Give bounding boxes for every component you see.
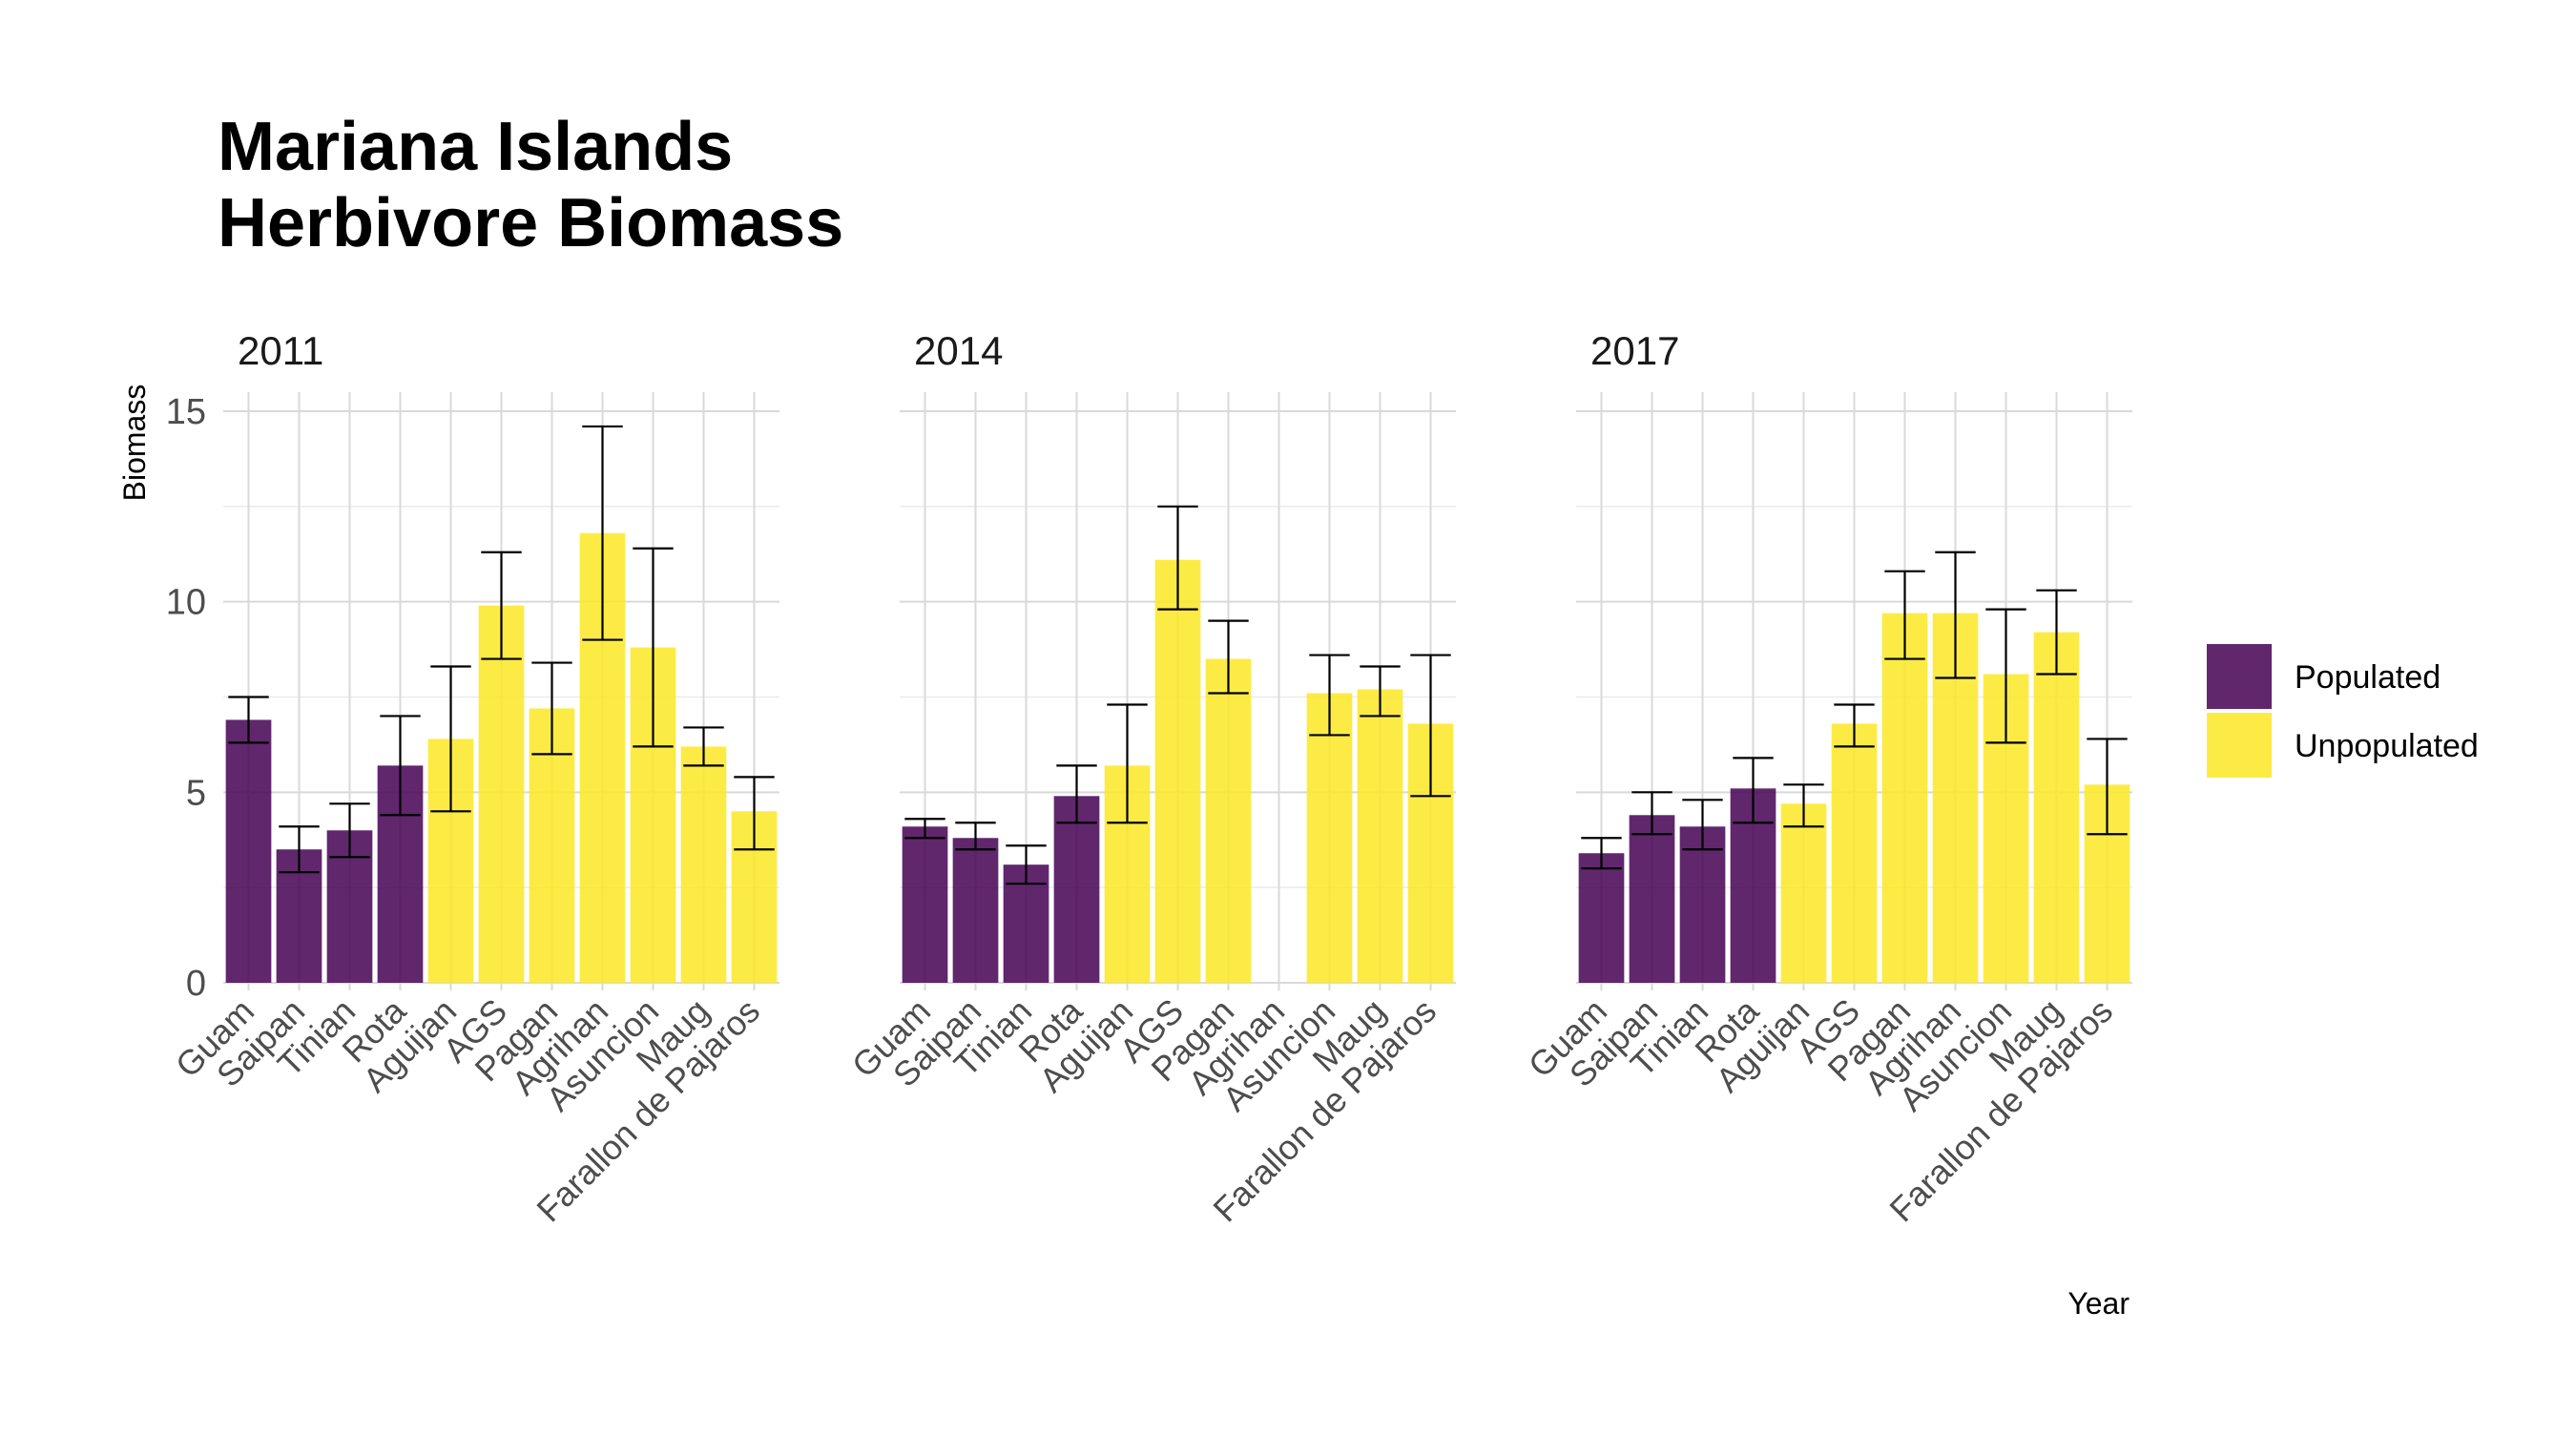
error-bar	[481, 551, 522, 660]
y-tick-label: 5	[186, 773, 206, 813]
bar	[2033, 632, 2080, 983]
error-bar	[955, 822, 996, 851]
facet-label: 2014	[914, 328, 1003, 373]
bars	[225, 532, 778, 983]
legend-label: Unpopulated	[2295, 728, 2479, 764]
error-bar	[1682, 799, 1723, 851]
facet-label: 2011	[238, 328, 323, 373]
bar	[680, 746, 727, 983]
error-bar	[1107, 703, 1148, 824]
error-bar	[279, 825, 320, 874]
legend-label: Populated	[2295, 659, 2441, 696]
bar	[952, 838, 999, 983]
error-bar	[582, 425, 623, 641]
error-bar	[1581, 837, 1622, 870]
error-bar	[2036, 589, 2077, 676]
error-bar	[1884, 570, 1925, 660]
error-bars	[904, 505, 1451, 885]
error-bar	[1208, 619, 1249, 695]
bar	[1053, 796, 1100, 983]
bar	[1831, 723, 1878, 983]
error-bar	[1733, 757, 1774, 824]
error-bar	[329, 802, 370, 859]
bar	[1306, 693, 1353, 983]
legend-item: Populated	[2207, 644, 2441, 709]
facet-panel-2014: 2014GuamSaipanTinianRotaAguijanAGSPaganA…	[844, 328, 1456, 1229]
legend: Populated Unpopulated	[2207, 644, 2479, 778]
bar	[902, 826, 948, 983]
error-bar	[683, 726, 724, 767]
bar	[1357, 689, 1403, 983]
error-bar	[1006, 844, 1047, 885]
y-tick-label: 0	[186, 964, 206, 1004]
error-bar	[1056, 764, 1097, 824]
error-bar	[1410, 654, 1451, 798]
error-bar	[380, 715, 421, 817]
bar	[1881, 613, 1928, 983]
error-bar	[1985, 608, 2026, 744]
error-bars	[228, 425, 775, 874]
bars	[902, 559, 1454, 983]
error-bar	[430, 665, 471, 813]
bar	[1679, 826, 1726, 983]
error-bars	[1581, 551, 2128, 870]
y-tick-label: 10	[166, 583, 206, 623]
facet-label: 2017	[1590, 328, 1679, 373]
error-bar	[1309, 654, 1350, 737]
facet-panels: 2011051015GuamSaipanTinianRotaAguijanAGS…	[166, 328, 2132, 1229]
legend-swatch	[2207, 713, 2272, 778]
facet-panel-2017: 2017GuamSaipanTinianRotaAguijanAGSPaganA…	[1521, 328, 2132, 1229]
facet-panel-2011: 2011051015GuamSaipanTinianRotaAguijanAGS…	[166, 328, 779, 1229]
error-bar	[1783, 783, 1824, 828]
bar	[478, 605, 525, 983]
y-axis-title: Biomass	[117, 385, 152, 502]
error-bar	[228, 696, 269, 744]
chart-title-line-2: Herbivore Biomass	[218, 185, 843, 261]
bar	[1780, 803, 1827, 983]
error-bar	[1834, 703, 1875, 748]
error-bar	[734, 776, 775, 851]
bar	[1629, 815, 1675, 983]
error-bar	[904, 818, 945, 840]
error-bar	[1631, 791, 1672, 836]
legend-item: Unpopulated	[2207, 713, 2479, 778]
error-bar	[1935, 551, 1976, 679]
bar	[1578, 853, 1625, 983]
error-bar	[531, 661, 572, 756]
bar	[1154, 559, 1201, 983]
error-bar	[2087, 738, 2128, 836]
error-bar	[633, 547, 674, 748]
error-bar	[1157, 505, 1198, 611]
chart-title-line-1: Mariana Islands	[218, 109, 733, 185]
legend-swatch	[2207, 644, 2272, 709]
x-axis-title: Year	[2067, 1286, 2129, 1321]
error-bar	[1360, 665, 1401, 718]
bar	[1205, 658, 1252, 983]
bar	[225, 719, 272, 983]
y-tick-label: 15	[166, 392, 206, 432]
